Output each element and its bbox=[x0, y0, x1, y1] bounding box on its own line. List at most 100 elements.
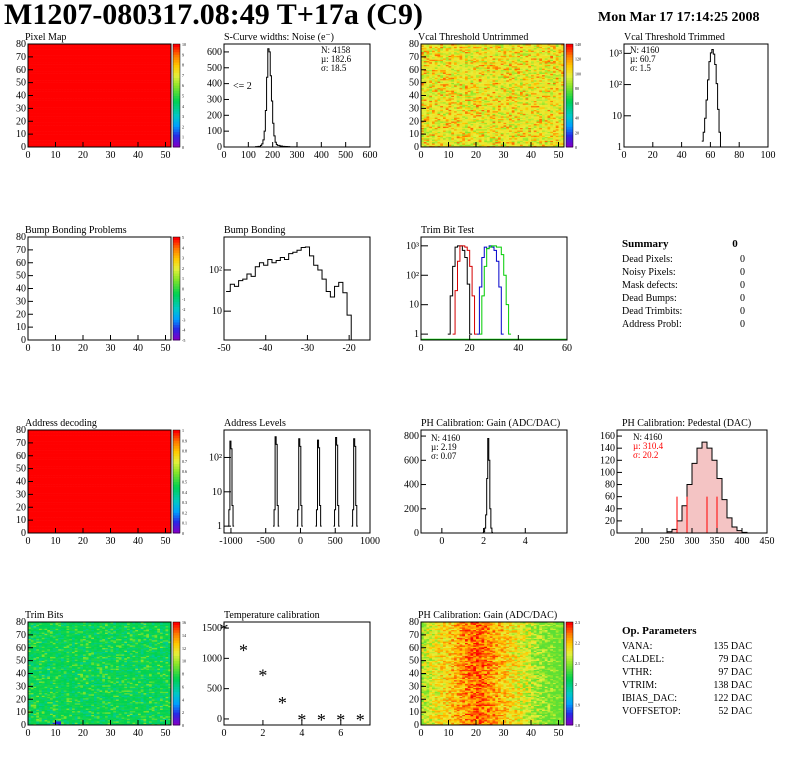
pixel-map-cell bbox=[44, 121, 48, 123]
pixel-map-cell bbox=[116, 108, 120, 110]
pixel-map-cell bbox=[44, 143, 48, 145]
pixel-map-cell bbox=[129, 81, 133, 83]
pixel-map-cell bbox=[118, 141, 122, 144]
pixel-map-cell bbox=[118, 143, 122, 145]
pixel-map-cell bbox=[105, 94, 109, 96]
pixel-map-cell bbox=[121, 92, 125, 95]
pixel-map-cell bbox=[99, 63, 103, 65]
pixel-map-cell bbox=[138, 80, 142, 82]
pixel-map-cell bbox=[69, 100, 73, 103]
pixel-map-cell bbox=[121, 95, 125, 98]
pixel-map-cell bbox=[88, 128, 92, 131]
pixel-map-cell bbox=[33, 132, 37, 135]
pixel-map-cell bbox=[47, 67, 51, 69]
pixel-map-cell bbox=[41, 55, 45, 58]
pixel-map-cell bbox=[63, 89, 67, 91]
pixel-map-cell bbox=[96, 132, 100, 135]
pixel-map-cell bbox=[99, 53, 103, 55]
pixel-map-cell bbox=[85, 90, 89, 92]
pixel-map-cell bbox=[116, 107, 120, 109]
pixel-map-cell bbox=[91, 77, 95, 80]
pixel-map-cell bbox=[28, 92, 32, 95]
pixel-map-cell bbox=[94, 119, 98, 122]
pixel-map-cell bbox=[102, 132, 106, 135]
pixel-map-cell bbox=[94, 135, 98, 137]
pixel-map-cell bbox=[140, 108, 144, 110]
pixel-map-cell bbox=[121, 76, 125, 78]
pixel-map-cell bbox=[127, 71, 131, 73]
pixel-map-cell bbox=[83, 87, 87, 90]
pixel-map-cell bbox=[110, 134, 114, 136]
pixel-map-cell bbox=[39, 77, 43, 80]
pixel-map-cell bbox=[63, 64, 67, 67]
pixel-map-cell bbox=[36, 55, 40, 58]
pixel-map-cell bbox=[55, 67, 59, 69]
pixel-map-cell bbox=[52, 78, 56, 81]
pixel-map-cell bbox=[44, 107, 48, 109]
pixel-map-cell bbox=[44, 68, 48, 71]
pixel-map-cell bbox=[69, 126, 73, 128]
pixel-map-cell bbox=[61, 121, 65, 123]
pixel-map-cell bbox=[118, 54, 122, 56]
pixel-map-cell bbox=[116, 46, 120, 49]
pixel-map-cell bbox=[55, 126, 59, 128]
pixel-map-cell bbox=[47, 81, 51, 83]
pixel-map-xtick-label: 0 bbox=[26, 150, 31, 161]
pixel-map-cell bbox=[107, 104, 111, 107]
pixel-map-cell bbox=[74, 68, 78, 71]
pixel-map-cell bbox=[116, 135, 120, 137]
pixel-map-cell bbox=[91, 74, 95, 77]
pixel-map-cell bbox=[132, 81, 136, 83]
pixel-map-cell bbox=[121, 54, 125, 56]
pixel-map-cell bbox=[83, 109, 87, 112]
pixel-map-cell bbox=[140, 63, 144, 65]
pixel-map-cell bbox=[36, 139, 40, 141]
pixel-map-cell bbox=[140, 77, 144, 80]
pixel-map-cell bbox=[91, 50, 95, 53]
pixel-map-cell bbox=[44, 62, 48, 64]
pixel-map-cell bbox=[74, 141, 78, 144]
pixel-map-cell bbox=[69, 103, 73, 105]
pixel-map-cell bbox=[41, 83, 45, 86]
pixel-map-cell bbox=[118, 105, 122, 108]
pixel-map-cell bbox=[55, 98, 59, 100]
pixel-map-cell bbox=[47, 140, 51, 143]
pixel-map-cell bbox=[85, 78, 89, 81]
pixel-map-cell bbox=[52, 73, 56, 76]
pixel-map-cell bbox=[102, 44, 106, 46]
pixel-map-cell bbox=[110, 121, 114, 123]
pixel-map-cell bbox=[50, 49, 54, 51]
pixel-map-cell bbox=[55, 68, 59, 71]
pixel-map-cell bbox=[61, 46, 65, 49]
pixel-map-cell bbox=[105, 85, 109, 87]
pixel-map-cell bbox=[113, 144, 117, 147]
pixel-map-cell bbox=[28, 122, 32, 125]
pixel-map-cell bbox=[85, 58, 89, 60]
pixel-map-cell bbox=[63, 91, 67, 94]
pixel-map-cell bbox=[77, 103, 81, 105]
pixel-map-cell bbox=[85, 44, 89, 46]
pixel-map-cell bbox=[116, 86, 120, 89]
pixel-map-cell bbox=[83, 86, 87, 89]
pixel-map-cell bbox=[74, 81, 78, 83]
pixel-map-cell bbox=[118, 96, 122, 99]
pixel-map-cell bbox=[61, 95, 65, 98]
pixel-map-cell bbox=[124, 53, 128, 55]
pixel-map-cell bbox=[135, 104, 139, 107]
pixel-map-cell bbox=[88, 107, 92, 109]
pixel-map-cell bbox=[83, 114, 87, 117]
pixel-map-cell bbox=[33, 82, 37, 85]
pixel-map-cell bbox=[61, 89, 65, 91]
pixel-map-cell bbox=[96, 112, 100, 114]
pixel-map-cell bbox=[83, 140, 87, 143]
pixel-map-cell bbox=[116, 119, 120, 122]
pixel-map-cell bbox=[113, 60, 117, 63]
pixel-map-cell bbox=[69, 125, 73, 127]
pixel-map-cell bbox=[58, 55, 62, 58]
pixel-map-cell bbox=[124, 72, 128, 74]
pixel-map-cell bbox=[30, 117, 34, 119]
pixel-map-cell bbox=[116, 47, 120, 50]
pixel-map-cell bbox=[36, 123, 40, 126]
pixel-map-cell bbox=[52, 112, 56, 114]
pixel-map-cell bbox=[52, 82, 56, 85]
